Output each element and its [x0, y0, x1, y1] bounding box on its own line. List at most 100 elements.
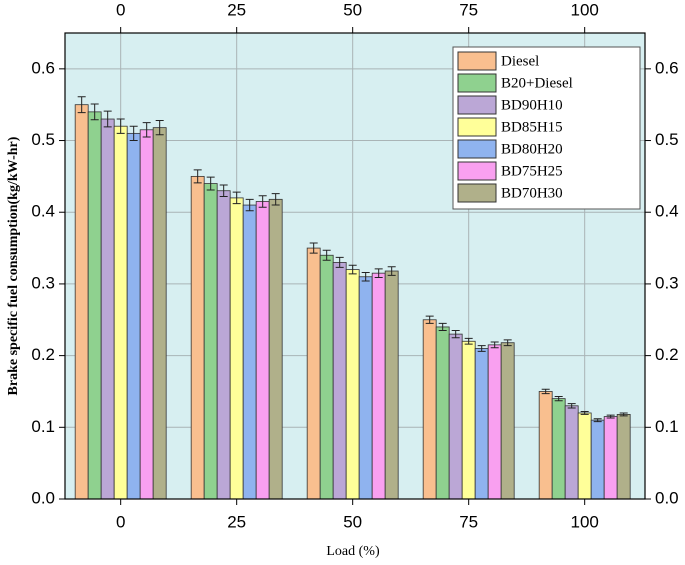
bar — [358, 276, 373, 500]
bar — [126, 132, 141, 500]
bar — [371, 272, 386, 500]
plot-frame — [64, 32, 646, 500]
x-tick-label: 75 — [459, 512, 478, 531]
legend-swatch — [457, 161, 497, 181]
bar — [564, 405, 579, 500]
error-bar — [116, 118, 125, 134]
y2-tick-label: 0.4 — [655, 202, 679, 221]
bar — [590, 419, 605, 500]
y2-tick-label: 0.3 — [655, 273, 679, 292]
bar — [229, 197, 244, 500]
legend-swatch — [457, 95, 497, 115]
bar — [603, 416, 618, 500]
y-tick-label: 0.3 — [31, 273, 55, 292]
error-bar — [142, 122, 151, 138]
error-bar — [425, 315, 434, 324]
error-bar — [193, 169, 202, 184]
x-tick-label: 100 — [570, 512, 598, 531]
legend-label: BD75H25 — [501, 163, 563, 179]
x-axis-title: Load (%) — [326, 544, 380, 559]
y2-tick-label: 0.6 — [655, 58, 679, 77]
bar — [203, 183, 218, 500]
error-bar — [129, 125, 138, 142]
x-tick-label: 0 — [116, 512, 125, 531]
error-bar — [77, 96, 86, 114]
bar — [100, 118, 115, 500]
legend-swatch — [457, 73, 497, 93]
error-bar — [387, 266, 396, 276]
bar — [74, 104, 89, 500]
y-tick-label: 0.0 — [31, 488, 55, 507]
bar — [319, 254, 334, 500]
y-tick-label: 0.4 — [31, 202, 55, 221]
error-bar — [490, 341, 499, 349]
bar — [216, 190, 231, 500]
x-top-tick-label: 0 — [116, 0, 125, 19]
error-bar — [335, 256, 344, 268]
bar — [474, 348, 489, 500]
bar — [538, 391, 553, 500]
bar — [448, 333, 463, 500]
error-bar — [541, 388, 550, 395]
bar — [487, 344, 502, 500]
error-bar — [464, 337, 473, 345]
y2-tick-label: 0.0 — [655, 488, 679, 507]
legend-label: Diesel — [501, 53, 539, 69]
error-bar — [103, 110, 112, 128]
x-tick-label: 50 — [343, 512, 362, 531]
error-bar — [245, 198, 254, 212]
error-bar — [619, 412, 628, 417]
legend-label: BD90H10 — [501, 97, 563, 113]
error-bar — [503, 339, 512, 347]
bar — [551, 398, 566, 500]
error-bar — [348, 264, 357, 275]
bar — [461, 340, 476, 500]
error-bar — [438, 322, 447, 332]
y2-tick-label: 0.2 — [655, 345, 679, 364]
error-bar — [361, 271, 370, 282]
x-top-tick-label: 75 — [459, 0, 478, 19]
error-bar — [322, 249, 331, 261]
x-top-tick-label: 25 — [227, 0, 246, 19]
y2-tick-label: 0.5 — [655, 130, 679, 149]
legend-label: BD80H20 — [501, 141, 563, 157]
bar — [332, 262, 347, 500]
bar — [152, 127, 167, 500]
y-tick-label: 0.5 — [31, 130, 55, 149]
error-bar — [309, 242, 318, 254]
x-top-tick-label: 100 — [570, 0, 598, 19]
error-bar — [271, 193, 280, 206]
y-tick-label: 0.1 — [31, 417, 55, 436]
error-bar — [606, 414, 615, 419]
y2-tick-label: 0.1 — [655, 417, 679, 436]
bar — [577, 412, 592, 500]
legend-label: B20+Diesel — [501, 75, 573, 91]
error-bar — [206, 176, 215, 191]
error-bar — [232, 191, 241, 205]
legend-swatch — [457, 117, 497, 137]
bar — [422, 319, 437, 500]
bar — [113, 125, 128, 500]
error-bar — [155, 119, 164, 136]
error-bar — [374, 268, 383, 278]
error-bar — [258, 195, 267, 208]
bar — [384, 270, 399, 500]
error-bar — [477, 345, 486, 352]
bar — [268, 198, 283, 500]
y-tick-label: 0.2 — [31, 345, 55, 364]
bar — [190, 175, 205, 500]
x-top-tick-label: 50 — [343, 0, 362, 19]
bar — [616, 414, 631, 500]
error-bar — [219, 184, 228, 197]
legend-label: BD70H30 — [501, 185, 563, 201]
bar — [345, 269, 360, 500]
error-bar — [593, 418, 602, 423]
bar — [306, 247, 321, 500]
bar — [139, 129, 154, 500]
error-bar — [554, 395, 563, 402]
legend-swatch — [457, 51, 497, 71]
error-bar — [567, 403, 576, 409]
legend-label: BD85H15 — [501, 119, 563, 135]
bar — [87, 111, 102, 500]
